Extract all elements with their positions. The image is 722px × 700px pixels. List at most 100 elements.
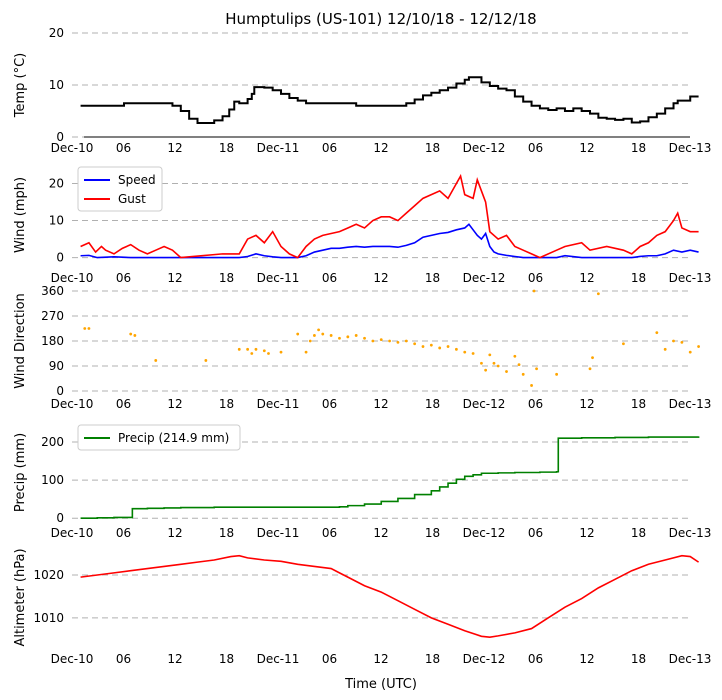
point-direction-22	[354, 334, 358, 337]
point-direction-38	[484, 368, 488, 372]
point-direction-29	[413, 342, 417, 346]
xtick-wind-10: 12	[579, 271, 594, 285]
series-altimeter-altimeter	[80, 554, 700, 638]
point-direction-6	[237, 347, 241, 351]
legend-label-0: Precip (214.9 mm)	[118, 431, 229, 445]
xtick-direction-6: 12	[373, 397, 388, 411]
point-direction-7	[246, 347, 250, 351]
point-direction-35	[463, 350, 467, 354]
xtick-precip-7: 18	[425, 526, 440, 540]
xtick-precip-9: 06	[528, 526, 543, 540]
xtick-precip-6: 12	[373, 526, 388, 540]
xtick-direction-7: 18	[425, 397, 440, 411]
point-direction-28	[404, 339, 408, 343]
xtick-direction-8: Dec-12	[463, 397, 506, 411]
point-direction-11	[267, 352, 270, 355]
legend-label-1: Gust	[118, 192, 146, 206]
point-direction-57	[680, 340, 684, 344]
point-direction-10	[262, 349, 266, 353]
xtick-temp-3: 18	[219, 141, 234, 155]
point-direction-48	[535, 367, 538, 371]
point-direction-52	[596, 292, 600, 296]
point-direction-16	[313, 334, 316, 337]
xtick-precip-11: 18	[631, 526, 646, 540]
point-direction-25	[379, 338, 383, 342]
point-direction-58	[688, 350, 692, 354]
ytick-wind-0: 0	[56, 251, 64, 265]
point-direction-9	[254, 347, 258, 351]
xtick-direction-11: 18	[631, 397, 646, 411]
point-direction-26	[388, 339, 391, 343]
point-direction-47	[532, 289, 536, 293]
point-direction-40	[492, 361, 496, 365]
point-direction-55	[663, 347, 667, 351]
xtick-temp-5: 06	[322, 141, 337, 155]
ytick-direction-2: 180	[41, 334, 64, 348]
point-direction-23	[363, 336, 366, 340]
xtick-direction-3: 18	[219, 397, 234, 411]
point-direction-15	[308, 339, 312, 343]
xtick-precip-5: 06	[322, 526, 337, 540]
point-direction-56	[672, 339, 675, 343]
point-direction-8	[250, 352, 254, 355]
series-temp-temp	[80, 76, 699, 124]
panel-precip: 0 100 200 Precip (mm) Precip (214.9 mm) Dec-1…	[13, 424, 712, 540]
point-direction-53	[622, 342, 625, 346]
xtick-wind-3: 18	[219, 271, 234, 285]
point-direction-14	[304, 350, 308, 354]
xtick-precip-8: Dec-12	[463, 526, 506, 540]
point-direction-27	[396, 340, 400, 344]
xtick-direction-10: 12	[579, 397, 594, 411]
ytick-wind-2: 20	[49, 177, 64, 191]
ylabel-altimeter: Altimeter (hPa)	[13, 548, 28, 646]
xtick-altimeter-8: Dec-12	[463, 652, 506, 666]
point-direction-59	[697, 345, 700, 348]
point-direction-18	[321, 332, 325, 336]
point-direction-12	[279, 350, 283, 354]
ytick-wind-1: 10	[49, 214, 64, 228]
legend-wind: Speed Gust	[77, 166, 163, 212]
xticks-precip: Dec-10 06 12 18 Dec-11 06 12 18 Dec-12 06 12 18 Dec-…	[51, 526, 712, 540]
point-direction-37	[480, 361, 483, 365]
point-direction-20	[338, 336, 341, 340]
xtick-altimeter-0: Dec-10	[51, 652, 94, 666]
series-wind-speed	[80, 223, 699, 259]
xtick-wind-8: Dec-12	[463, 271, 506, 285]
xtick-temp-0: Dec-10	[51, 141, 94, 155]
point-direction-19	[329, 334, 333, 337]
series-wind-gust	[80, 173, 699, 259]
xtick-temp-6: 12	[373, 141, 388, 155]
legend-label-0: Speed	[118, 173, 156, 187]
point-direction-31	[429, 343, 433, 347]
xtick-altimeter-7: 18	[425, 652, 440, 666]
point-direction-33	[446, 345, 450, 348]
xtick-direction-0: Dec-10	[51, 397, 94, 411]
xtick-wind-4: Dec-11	[257, 271, 300, 285]
xtick-wind-9: 06	[528, 271, 543, 285]
xtick-precip-0: Dec-10	[51, 526, 94, 540]
xtick-precip-2: 12	[167, 526, 182, 540]
point-direction-41	[496, 364, 500, 368]
xtick-altimeter-5: 06	[322, 652, 337, 666]
xtick-altimeter-4: Dec-11	[257, 652, 300, 666]
xtick-temp-10: 12	[579, 141, 594, 155]
point-direction-46	[530, 384, 533, 387]
xticks-wind: Dec-10 06 12 18 Dec-11 06 12 18 Dec-12 06 12 18 Dec-…	[51, 271, 712, 285]
ytick-temp-2: 20	[49, 26, 64, 40]
xtick-temp-4: Dec-11	[257, 141, 300, 155]
point-direction-45	[521, 372, 525, 376]
xtick-direction-2: 12	[167, 397, 182, 411]
xtick-wind-11: 18	[631, 271, 646, 285]
point-direction-0	[83, 327, 87, 330]
point-direction-5	[204, 359, 208, 362]
point-direction-4	[154, 359, 158, 362]
ytick-altimeter-1: 1020	[33, 568, 64, 582]
ytick-precip-1: 100	[41, 473, 64, 487]
point-direction-30	[421, 345, 425, 348]
ylabel-temp: Temp (°C)	[13, 53, 28, 119]
